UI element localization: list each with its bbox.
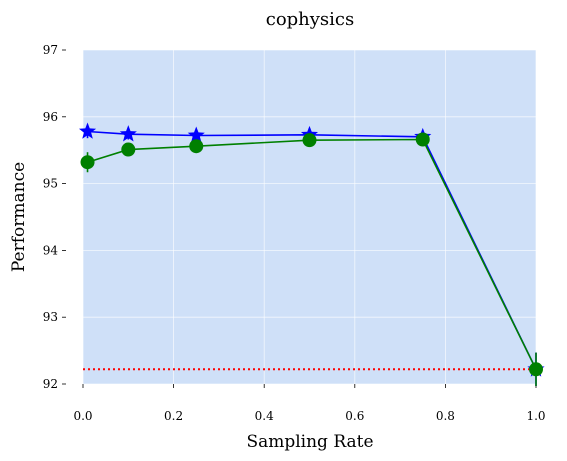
data-point [529,362,543,377]
chart-title: cophysics [266,9,355,30]
series-line [87,130,537,370]
data-point [78,122,97,139]
x-tick-label: 0.4 [255,409,274,423]
data-point [119,125,137,142]
x-tick-label: 0.8 [436,409,455,423]
series-group [78,122,545,387]
data-point [187,126,205,143]
data-point [80,155,95,170]
y-axis-label: Performance [9,162,29,272]
data-point [302,133,317,148]
grid-lines [82,49,537,385]
axis-ticks: 0.0 0.2 0.4 0.6 0.8 1.0 92 93 94 95 96 97 [43,43,546,423]
y-tick-label: 92 [43,377,58,391]
data-point [415,132,430,147]
data-point [189,139,204,154]
x-tick-label: 0.6 [345,409,364,423]
x-axis-label: Sampling Rate [246,432,373,452]
series-1 [80,132,543,387]
y-tick-label: 97 [43,43,58,57]
y-tick-label: 96 [43,110,58,124]
x-tick-label: 0.0 [73,409,92,423]
data-point [121,142,136,157]
x-tick-label: 0.2 [164,409,183,423]
series-line [87,138,537,370]
y-tick-label: 94 [43,243,59,257]
y-tick-label: 95 [43,177,58,191]
y-tick-label: 93 [43,310,58,324]
plot-area [83,50,536,384]
x-tick-label: 1.0 [526,409,545,423]
